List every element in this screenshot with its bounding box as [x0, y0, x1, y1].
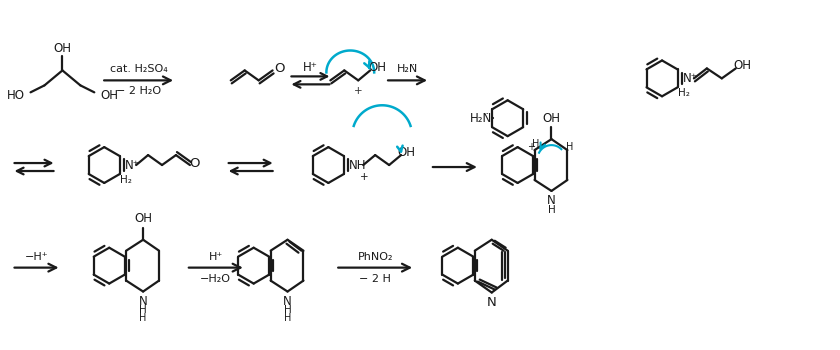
Text: N⁺: N⁺ [125, 159, 140, 172]
Text: N: N [547, 194, 556, 208]
Text: H₂N̈: H₂N̈ [470, 112, 491, 125]
Text: − 2 H₂O: − 2 H₂O [116, 86, 161, 96]
Text: H: H [548, 205, 555, 215]
Text: +: + [354, 86, 363, 96]
Text: +: + [360, 172, 369, 182]
Text: −H₂O: −H₂O [200, 274, 231, 284]
Text: OH: OH [733, 59, 752, 72]
Text: − 2 H: − 2 H [360, 274, 391, 284]
Text: OH: OH [134, 212, 152, 225]
Text: H⁺: H⁺ [303, 61, 318, 74]
Text: N: N [139, 295, 148, 308]
Text: OH: OH [543, 112, 560, 125]
Text: H₂: H₂ [678, 88, 690, 98]
Text: OH: OH [54, 42, 71, 55]
Text: H₂: H₂ [120, 175, 132, 185]
Text: OH: OH [397, 146, 415, 159]
Text: O: O [275, 62, 285, 75]
Text: cat. H₂SO₄: cat. H₂SO₄ [110, 64, 167, 75]
Text: H: H [284, 306, 291, 315]
Text: HO: HO [7, 89, 24, 102]
Text: N: N [487, 296, 496, 309]
Text: O: O [190, 156, 200, 169]
Text: H: H [139, 306, 147, 315]
Text: NH: NH [349, 159, 367, 172]
Text: OH: OH [368, 61, 386, 74]
Text: H: H [565, 142, 573, 152]
Text: H: H [532, 139, 539, 149]
Text: −H⁺: −H⁺ [24, 252, 49, 262]
Text: H: H [284, 314, 291, 323]
Text: H⁺: H⁺ [208, 252, 223, 262]
Text: H₂N̈: H₂N̈ [397, 64, 418, 75]
Text: H: H [139, 314, 147, 323]
Text: N: N [283, 295, 292, 308]
Text: N⁺: N⁺ [683, 72, 698, 85]
Text: +: + [527, 142, 534, 152]
Text: OH: OH [100, 89, 118, 102]
Text: PhNO₂: PhNO₂ [358, 252, 393, 262]
